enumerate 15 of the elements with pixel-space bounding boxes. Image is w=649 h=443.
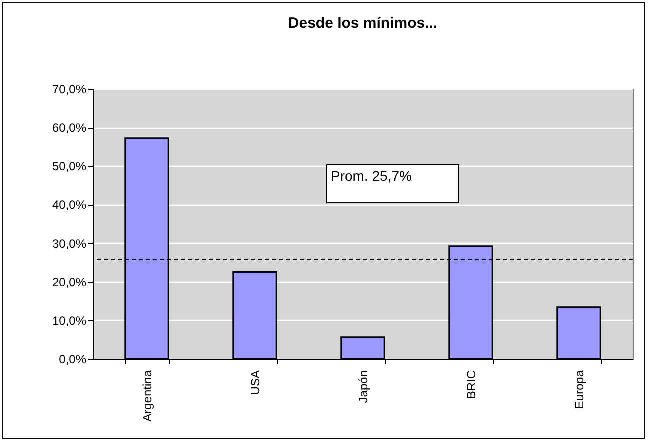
chart-title: Desde los mínimos...	[288, 15, 438, 32]
x-tick-label: BRIC	[464, 370, 478, 400]
ref-line-label: Prom. 25,7%	[331, 168, 412, 184]
y-tick-label: 70,0%	[52, 82, 87, 96]
y-tick-label: 20,0%	[52, 275, 87, 290]
y-tick-label: 60,0%	[52, 121, 87, 136]
y-tick-label: 10,0%	[52, 314, 87, 328]
x-tick-label: USA	[248, 370, 262, 396]
y-tick-label: 30,0%	[52, 236, 87, 251]
x-tick-label: Europa	[572, 370, 586, 410]
y-tick-label: 0,0%	[59, 352, 87, 366]
y-tick-label: 40,0%	[52, 198, 87, 212]
x-tick-label: Argentina	[140, 370, 154, 422]
x-tick-label: Japón	[356, 370, 370, 404]
y-tick-label: 50,0%	[52, 160, 87, 174]
